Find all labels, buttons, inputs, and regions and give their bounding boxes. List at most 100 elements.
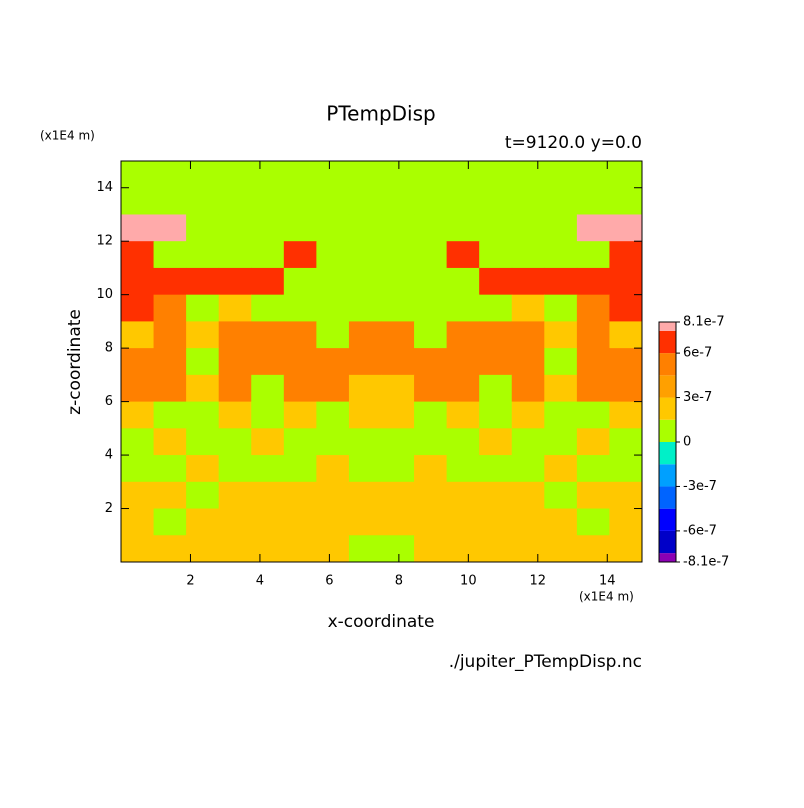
x-tick-label: 10	[460, 574, 477, 589]
x-tick-label: 4	[256, 574, 264, 589]
contour-cell	[348, 294, 382, 322]
contour-cell	[414, 508, 448, 536]
contour-cell	[479, 374, 513, 403]
colorbar-bin	[659, 353, 676, 376]
contour-cell	[218, 535, 252, 563]
contour-cell	[153, 428, 187, 456]
contour-cell	[153, 374, 187, 403]
contour-cell	[544, 374, 578, 403]
contour-cell	[381, 428, 415, 456]
contour-cell	[446, 294, 480, 322]
y-tick-label: 8	[105, 341, 113, 356]
contour-cell	[121, 348, 155, 376]
colorbar-bin	[659, 419, 676, 442]
contour-cell	[479, 535, 513, 563]
contour-cell	[609, 428, 643, 456]
contour-cell	[316, 294, 350, 322]
contour-cell	[218, 481, 252, 510]
contour-cell	[348, 508, 382, 536]
colorbar-bin	[659, 464, 676, 487]
contour-cell	[348, 374, 382, 403]
contour-cell	[446, 187, 480, 215]
contour-cell	[348, 321, 382, 349]
contour-cell	[121, 321, 155, 349]
contour-cell	[609, 321, 643, 349]
contour-cell	[576, 508, 610, 536]
contour-cell	[479, 348, 513, 376]
contour-cell	[218, 294, 252, 322]
colorbar-bin	[659, 553, 676, 562]
contour-cell	[348, 481, 382, 510]
contour-cell	[251, 374, 285, 403]
contour-cell	[283, 241, 317, 269]
contour-cell	[316, 455, 350, 483]
contour-cell	[316, 535, 350, 563]
colorbar-bin	[659, 375, 676, 398]
contour-cell	[576, 161, 610, 189]
contour-cell	[609, 508, 643, 536]
contour-cell	[414, 535, 448, 563]
contour-cell	[576, 321, 610, 349]
contour-cell	[121, 481, 155, 510]
contour-cell	[121, 455, 155, 483]
y-axis-label: z-coordinate	[65, 309, 85, 415]
contour-cell	[121, 374, 155, 403]
colorbar-tick-label: -6e-7	[683, 523, 717, 538]
contour-cell	[511, 267, 545, 296]
contour-cell	[414, 214, 448, 242]
contour-cell	[186, 294, 220, 322]
contour-cell	[446, 535, 480, 563]
y-tick-label: 6	[105, 394, 113, 409]
colorbar-bin	[659, 397, 676, 420]
contour-cell	[186, 161, 220, 189]
contour-cell	[153, 294, 187, 322]
contour-cell	[511, 401, 545, 429]
x-axis-label: x-coordinate	[328, 612, 435, 632]
x-tick-label: 14	[599, 574, 616, 589]
contour-cell	[218, 455, 252, 483]
contour-cell	[576, 267, 610, 296]
contour-cell	[479, 428, 513, 456]
contour-cell	[414, 401, 448, 429]
contour-cell	[576, 348, 610, 376]
contour-cell	[544, 508, 578, 536]
colorbar-tick-label: -8.1e-7	[683, 555, 729, 570]
contour-cell	[316, 348, 350, 376]
contour-cell	[251, 294, 285, 322]
contour-cell	[446, 214, 480, 242]
plot-frame	[120, 160, 643, 563]
contour-cell	[153, 481, 187, 510]
contour-cell	[414, 187, 448, 215]
contour-cell	[479, 455, 513, 483]
colorbar-tick-label: 0	[683, 435, 691, 450]
contour-cell	[283, 481, 317, 510]
contour-cell	[381, 348, 415, 376]
colorbar-bin	[659, 322, 676, 331]
contour-cell	[186, 321, 220, 349]
contour-cell	[609, 187, 643, 215]
contour-cell	[153, 321, 187, 349]
contour-cell	[479, 401, 513, 429]
contour-cell	[251, 401, 285, 429]
contour-cell	[316, 508, 350, 536]
contour-cell	[446, 481, 480, 510]
contour-cell	[511, 294, 545, 322]
contour-cell	[414, 241, 448, 269]
contour-cell	[381, 508, 415, 536]
contour-cell	[511, 241, 545, 269]
contour-cell	[511, 214, 545, 242]
contour-cell	[283, 508, 317, 536]
contour-cell	[381, 401, 415, 429]
contour-cell	[414, 455, 448, 483]
contour-cell	[381, 481, 415, 510]
contour-cell	[381, 455, 415, 483]
contour-cell	[609, 401, 643, 429]
y-tick-label: 14	[96, 180, 113, 195]
contour-cell	[153, 535, 187, 563]
contour-cell	[316, 161, 350, 189]
colorbar-bin	[659, 486, 676, 509]
contour-cell	[186, 535, 220, 563]
contour-cell	[316, 428, 350, 456]
contour-cell	[316, 187, 350, 215]
contour-cell	[414, 348, 448, 376]
